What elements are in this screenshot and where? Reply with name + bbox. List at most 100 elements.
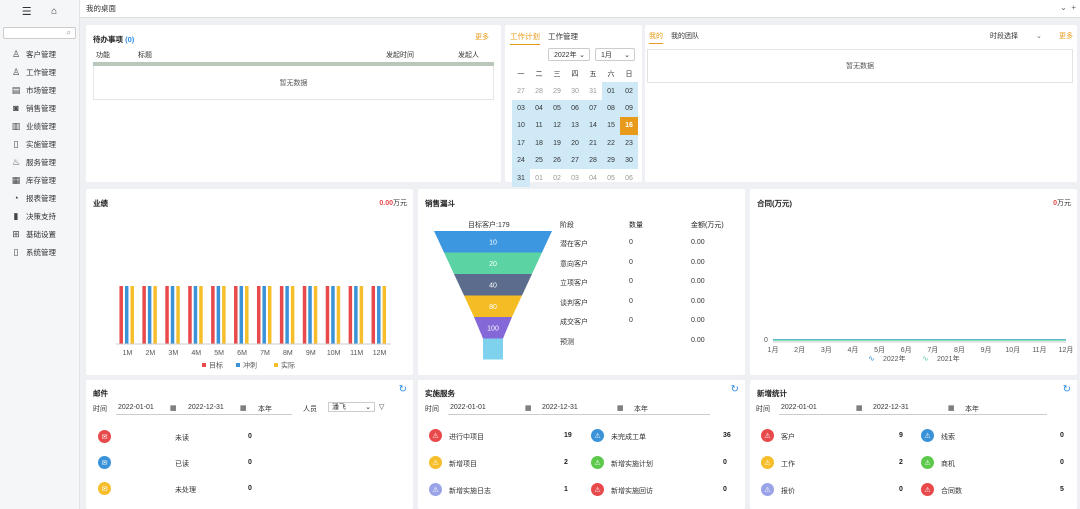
calendar-day[interactable]: 27	[517, 87, 525, 95]
mail-refresh-icon[interactable]: ↻	[398, 384, 407, 395]
calendar-day[interactable]: 10	[512, 117, 530, 135]
tab-work-plan[interactable]: 工作计划	[510, 31, 540, 45]
calendar-day[interactable]: 01	[535, 174, 543, 182]
sidebar-item-0[interactable]: ♙ 客户管理	[0, 45, 79, 63]
calendar-day[interactable]: 12	[548, 117, 566, 135]
stat-label[interactable]: 报价	[781, 488, 795, 495]
newstats-start-calendar-icon[interactable]: ▦	[856, 405, 863, 412]
sidebar-search-input[interactable]: ⌕	[3, 27, 76, 39]
menu-collapse-icon[interactable]: ☰	[21, 5, 32, 18]
funnel-stage-amount: 0.00	[691, 317, 705, 324]
mail-start-date[interactable]: 2022-01-01	[118, 404, 154, 411]
calendar-day[interactable]: 29	[553, 87, 561, 95]
todo-more-link[interactable]: 更多	[475, 34, 489, 41]
calendar-day[interactable]: 19	[548, 134, 566, 152]
filter-icon[interactable]: ▽	[379, 404, 385, 411]
impl-start-calendar-icon[interactable]: ▦	[525, 405, 532, 412]
calendar-day[interactable]: 08	[602, 99, 620, 118]
calendar-day[interactable]: 20	[566, 134, 584, 152]
calendar-day[interactable]: 03	[571, 174, 579, 182]
calendar-day[interactable]: 09	[620, 99, 638, 118]
month-select[interactable]: 1月 ⌄	[595, 48, 635, 61]
calendar-day[interactable]: 30	[571, 87, 579, 95]
calendar-day[interactable]: 05	[548, 99, 566, 118]
calendar-day[interactable]: 22	[602, 134, 620, 152]
impl-end-calendar-icon[interactable]: ▦	[617, 405, 624, 412]
mail-start-calendar-icon[interactable]: ▦	[170, 405, 177, 412]
period-select[interactable]: 时段选择 ⌄	[990, 33, 1042, 40]
stat-label[interactable]: 新增项目	[449, 461, 477, 468]
calendar-day[interactable]: 02	[553, 174, 561, 182]
calendar-day[interactable]: 17	[512, 134, 530, 152]
sidebar-item-11[interactable]: ▯ 系统管理	[0, 243, 79, 261]
calendar-day[interactable]: 27	[566, 151, 584, 170]
impl-range[interactable]: 本年	[634, 406, 648, 413]
sidebar-item-10[interactable]: ⊞ 基础设置	[0, 225, 79, 243]
calendar-day[interactable]: 31	[589, 87, 597, 95]
mail-end-calendar-icon[interactable]: ▦	[240, 405, 247, 412]
newstats-refresh-icon[interactable]: ↻	[1062, 384, 1071, 395]
mail-end-date[interactable]: 2022-12-31	[188, 404, 224, 411]
sidebar-item-7[interactable]: ▦ 库存管理	[0, 171, 79, 189]
tab-my-team[interactable]: 我的团队	[671, 33, 699, 40]
sidebar-item-4[interactable]: ▥ 业绩管理	[0, 117, 79, 135]
team-more-link[interactable]: 更多	[1059, 33, 1073, 40]
sidebar-item-9[interactable]: ▮ 决策支持	[0, 207, 79, 225]
calendar-day[interactable]: 23	[620, 134, 638, 152]
calendar-day[interactable]: 07	[584, 99, 602, 118]
calendar-day[interactable]: 29	[602, 151, 620, 170]
calendar-day[interactable]: 13	[566, 117, 584, 135]
stat-label[interactable]: 新增实施计划	[611, 461, 653, 468]
calendar-day[interactable]: 18	[530, 134, 548, 152]
newstats-end-date[interactable]: 2022-12-31	[873, 404, 909, 411]
calendar-day[interactable]: 03	[512, 99, 530, 118]
calendar-day[interactable]: 06	[566, 99, 584, 118]
tag-icon[interactable]: ⌂	[51, 5, 58, 17]
sidebar-item-3[interactable]: ◙ 销售管理	[0, 99, 79, 117]
calendar-day[interactable]: 16	[620, 117, 638, 135]
calendar-day[interactable]: 06	[625, 174, 633, 182]
calendar-day[interactable]: 15	[602, 117, 620, 135]
tab-mine[interactable]: 我的	[649, 31, 663, 44]
calendar-day[interactable]: 28	[535, 87, 543, 95]
sidebar-item-2[interactable]: ▤ 市场管理	[0, 81, 79, 99]
tab-work-manage[interactable]: 工作管理	[548, 32, 578, 41]
stat-label[interactable]: 新增实施回访	[611, 488, 653, 495]
calendar-day[interactable]: 30	[620, 151, 638, 170]
impl-start-date[interactable]: 2022-01-01	[450, 404, 486, 411]
calendar-day[interactable]: 04	[589, 174, 597, 182]
calendar-day[interactable]: 04	[530, 99, 548, 118]
calendar-day[interactable]: 31	[512, 169, 530, 187]
topbar-controls[interactable]: ⌄ +	[1060, 3, 1076, 12]
newstats-range[interactable]: 本年	[965, 406, 979, 413]
sidebar-item-5[interactable]: ▯ 实施管理	[0, 135, 79, 153]
stat-label[interactable]: 未完成工单	[611, 434, 646, 441]
stat-label[interactable]: 客户	[781, 434, 795, 441]
sidebar-item-8[interactable]: ◔ 报表管理	[0, 189, 79, 207]
stat-label[interactable]: 工作	[781, 461, 795, 468]
impl-end-date[interactable]: 2022-12-31	[542, 404, 578, 411]
calendar-day[interactable]: 01	[602, 82, 620, 100]
stat-label[interactable]: 商机	[941, 461, 955, 468]
mail-range[interactable]: 本年	[258, 406, 272, 413]
sidebar-item-1[interactable]: ♙ 工作管理	[0, 63, 79, 81]
calendar-day[interactable]: 24	[512, 151, 530, 170]
stat-label[interactable]: 线索	[941, 434, 955, 441]
calendar-day[interactable]: 02	[620, 82, 638, 100]
calendar-day[interactable]: 05	[607, 174, 615, 182]
stat-label[interactable]: 合同数	[941, 488, 962, 495]
impl-refresh-icon[interactable]: ↻	[730, 384, 739, 395]
sidebar-item-6[interactable]: ♨ 服务管理	[0, 153, 79, 171]
mail-person-select[interactable]: 潘飞 ⌄	[328, 402, 375, 412]
newstats-end-calendar-icon[interactable]: ▦	[948, 405, 955, 412]
calendar-day[interactable]: 26	[548, 151, 566, 170]
calendar-day[interactable]: 25	[530, 151, 548, 170]
newstats-start-date[interactable]: 2022-01-01	[781, 404, 817, 411]
calendar-day[interactable]: 14	[584, 117, 602, 135]
year-select[interactable]: 2022年 ⌄	[548, 48, 590, 61]
stat-label[interactable]: 进行中项目	[449, 434, 484, 441]
calendar-day[interactable]: 11	[530, 117, 548, 135]
stat-label[interactable]: 新增实施日志	[449, 488, 491, 495]
calendar-day[interactable]: 28	[584, 151, 602, 170]
calendar-day[interactable]: 21	[584, 134, 602, 152]
